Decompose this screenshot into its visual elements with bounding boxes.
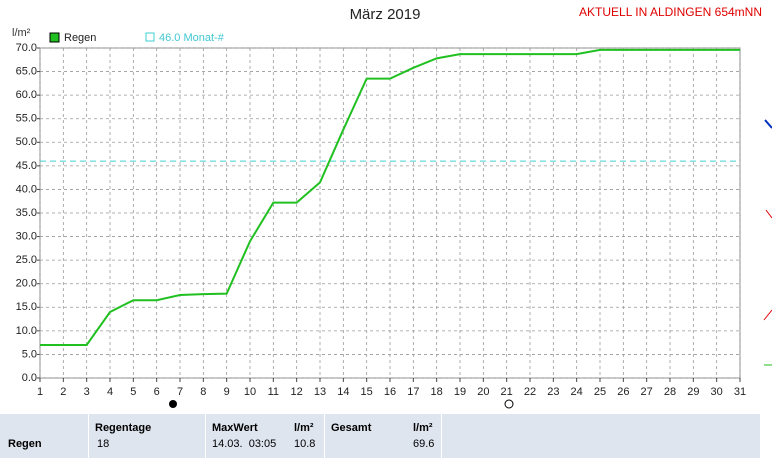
x-tick-label: 18 (431, 386, 443, 398)
x-tick-label: 2 (60, 386, 66, 398)
annotation: AKTUELL IN ALDINGEN 654mNN (579, 5, 762, 19)
decoration (764, 119, 772, 129)
x-tick-label: 3 (84, 386, 90, 398)
chart: März 2019 AKTUELL IN ALDINGEN 654mNN l/m… (12, 5, 772, 409)
x-tick-label: 14 (337, 386, 349, 398)
value: 10.8 (294, 438, 316, 450)
row-label: Regen (8, 438, 42, 450)
y-tick-label: 60.0 (16, 89, 37, 101)
y-tick-label: 45.0 (16, 160, 37, 172)
unit: l/m² (413, 422, 433, 434)
x-tick-label: 10 (244, 386, 256, 398)
y-tick-label: 70.0 (16, 42, 37, 54)
x-tick-label: 28 (664, 386, 676, 398)
value: 18 (97, 438, 110, 450)
unit: l/m² (294, 422, 314, 434)
x-tick-label: 17 (407, 386, 419, 398)
y-tick-label: 35.0 (16, 207, 37, 219)
moon-phase (169, 400, 177, 408)
x-tick-label: 4 (107, 386, 113, 398)
x-tick-label: 22 (524, 386, 536, 398)
x-tick-label: 24 (571, 386, 583, 398)
y-axis-label: l/m² (12, 27, 31, 39)
header: Gesamt (331, 422, 372, 434)
x-tick-label: 15 (361, 386, 373, 398)
decoration (763, 309, 772, 321)
y-tick-label: 0.0 (22, 372, 37, 384)
table-cell: Gesamt l/m² 69.6 (325, 414, 442, 458)
y-tick-label: 65.0 (16, 65, 37, 77)
x-tick-label: 7 (177, 386, 183, 398)
x-tick-label: 6 (154, 386, 160, 398)
y-tick-label: 55.0 (16, 113, 37, 125)
x-tick-label: 1 (37, 386, 43, 398)
x-tick-label: 23 (547, 386, 559, 398)
value: 69.6 (413, 438, 435, 450)
x-tick-label: 12 (291, 386, 303, 398)
legend-label: Regen (64, 32, 96, 44)
x-tick-label: 27 (641, 386, 653, 398)
chart-title: März 2019 (350, 6, 421, 23)
x-tick-label: 30 (711, 386, 723, 398)
x-tick-label: 19 (454, 386, 466, 398)
header: MaxWert (212, 422, 258, 434)
y-tick-label: 5.0 (22, 348, 37, 360)
table-cell: MaxWert l/m² 14.03. 03:05 10.8 (206, 414, 325, 458)
table-cell (442, 414, 761, 458)
x-tick-label: 5 (130, 386, 136, 398)
x-tick-label: 20 (477, 386, 489, 398)
x-tick-label: 21 (501, 386, 513, 398)
y-tick-label: 20.0 (16, 278, 37, 290)
x-tick-label: 16 (384, 386, 396, 398)
y-tick-label: 40.0 (16, 183, 37, 195)
x-tick-label: 25 (594, 386, 606, 398)
x-tick-label: 8 (200, 386, 206, 398)
table-cell: Regen (0, 414, 89, 458)
table-cell: Regentage 18 (89, 414, 206, 458)
x-tick-label: 29 (687, 386, 699, 398)
moon-phase (504, 399, 514, 409)
legend-swatch (49, 32, 60, 43)
line (40, 48, 740, 346)
header: Regentage (95, 422, 152, 434)
x-tick-label: 9 (224, 386, 230, 398)
x-tick-label: 11 (268, 386, 279, 398)
y-tick-label: 15.0 (16, 301, 37, 313)
y-tick-label: 10.0 (16, 325, 37, 337)
legend-label: 46.0 Monat-# (159, 32, 225, 44)
x-tick-label: 26 (617, 386, 629, 398)
y-tick-label: 50.0 (16, 136, 37, 148)
y-tick-label: 25.0 (16, 254, 37, 266)
x-tick-label: 13 (314, 386, 326, 398)
x-tick-label: 31 (734, 386, 746, 398)
decoration (765, 209, 772, 219)
legend-swatch (145, 32, 155, 42)
y-tick-label: 30.0 (16, 230, 37, 242)
date: 14.03. 03:05 (212, 438, 277, 450)
